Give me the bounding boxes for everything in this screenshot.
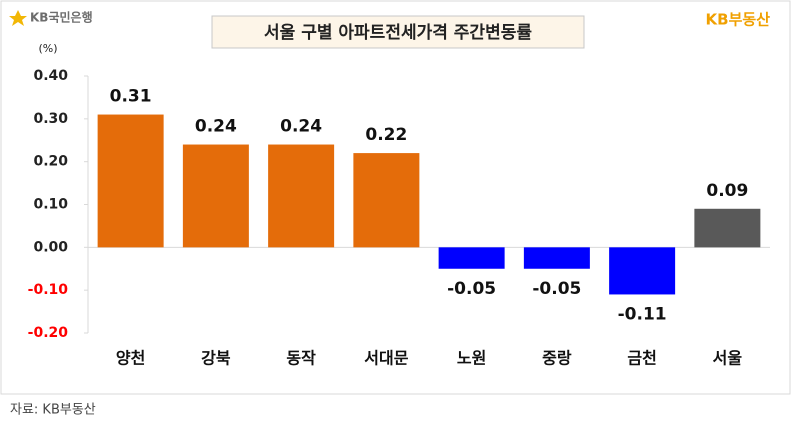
value-label: 0.22 <box>365 125 407 145</box>
value-label: 0.24 <box>280 117 322 137</box>
y-tick-label: 0.40 <box>33 68 68 84</box>
logo-right: KB부동산 <box>706 11 771 29</box>
bar <box>268 144 335 248</box>
x-tick-label: 중랑 <box>542 349 572 368</box>
y-unit: (%) <box>38 42 57 55</box>
y-tick-label: 0.10 <box>33 197 68 213</box>
y-tick-label: -0.10 <box>28 282 69 298</box>
value-label: 0.24 <box>195 117 237 137</box>
y-tick-label: 0.00 <box>33 239 68 255</box>
bar <box>694 208 761 248</box>
y-tick-label: -0.20 <box>28 325 69 341</box>
value-label: -0.05 <box>447 279 496 299</box>
bar <box>97 114 164 248</box>
value-label: -0.05 <box>532 279 581 299</box>
bar <box>353 153 420 248</box>
value-label: 0.31 <box>110 87 152 107</box>
value-label: -0.11 <box>618 304 667 324</box>
logo-text: KB국민은행 <box>30 10 93 25</box>
y-tick-label: 0.30 <box>33 111 68 127</box>
x-tick-label: 강북 <box>201 349 231 368</box>
x-tick-label: 서대문 <box>364 349 408 368</box>
logo-star <box>9 10 27 26</box>
x-tick-label: 서울 <box>713 349 743 368</box>
title-box <box>211 15 585 49</box>
source: 자료: KB부동산 <box>10 403 96 418</box>
x-tick-label: 노원 <box>457 349 486 368</box>
chart-title: 서울 구별 아파트전세가격 주간변동률 <box>264 23 532 43</box>
y-tick-label: 0.20 <box>33 154 68 170</box>
x-tick-label: 양천 <box>116 349 145 368</box>
x-tick-label: 동작 <box>286 349 316 368</box>
bar <box>523 247 590 269</box>
bar <box>438 247 505 269</box>
bar <box>182 144 249 248</box>
value-label: 0.09 <box>706 181 748 201</box>
logo-left: KB국민은행 <box>9 10 93 26</box>
bar <box>609 247 676 295</box>
x-tick-label: 금천 <box>627 349 656 368</box>
